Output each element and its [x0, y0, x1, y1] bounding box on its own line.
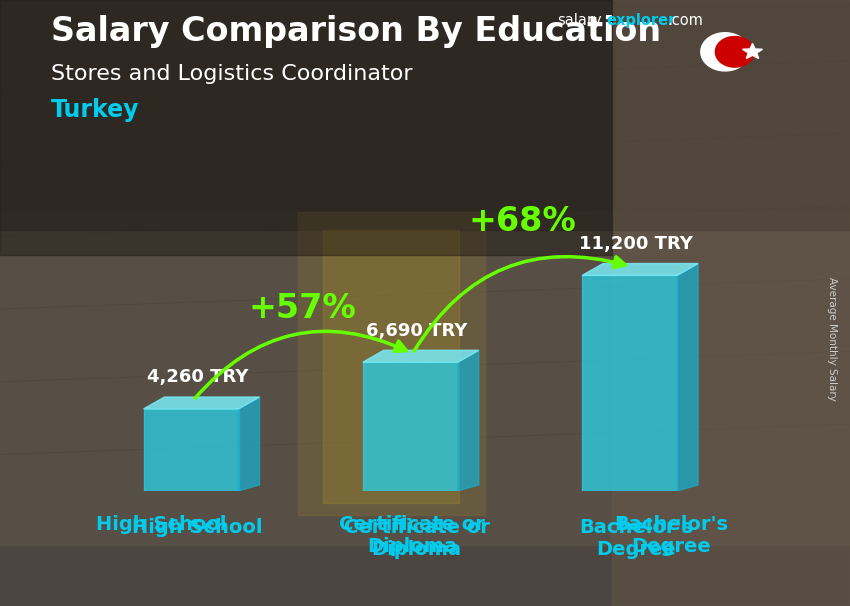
Text: Average Monthly Salary: Average Monthly Salary	[827, 278, 837, 401]
Bar	[0, 0, 612, 255]
Text: 4,260 TRY: 4,260 TRY	[147, 368, 248, 386]
Bar	[323, 230, 459, 503]
Polygon shape	[239, 397, 259, 491]
Bar	[0, 0, 850, 230]
Polygon shape	[743, 44, 762, 59]
Text: Turkey: Turkey	[51, 98, 139, 122]
Polygon shape	[363, 350, 479, 362]
Text: Certificate or
Diploma: Certificate or Diploma	[339, 515, 485, 556]
Text: Stores and Logistics Coordinator: Stores and Logistics Coordinator	[51, 64, 412, 84]
Bar	[298, 212, 484, 515]
Text: High School: High School	[96, 515, 227, 534]
Polygon shape	[582, 275, 677, 491]
Text: 11,200 TRY: 11,200 TRY	[579, 235, 693, 253]
Text: +68%: +68%	[468, 205, 576, 238]
Text: Bachelor's
Degree: Bachelor's Degree	[615, 515, 728, 556]
Text: Salary Comparison By Education: Salary Comparison By Education	[51, 15, 661, 48]
Text: 6,690 TRY: 6,690 TRY	[366, 322, 468, 339]
Text: explorer: explorer	[606, 13, 676, 28]
Text: .com: .com	[667, 13, 703, 28]
Bar	[0, 212, 850, 545]
Polygon shape	[458, 350, 479, 491]
Polygon shape	[701, 33, 749, 71]
Polygon shape	[144, 409, 239, 491]
Polygon shape	[363, 362, 458, 491]
Text: Certificate or
Diploma: Certificate or Diploma	[343, 518, 490, 559]
Text: Bachelor's
Degree: Bachelor's Degree	[579, 518, 693, 559]
Polygon shape	[582, 264, 698, 275]
Polygon shape	[716, 36, 754, 67]
Polygon shape	[144, 397, 259, 409]
Text: +57%: +57%	[249, 292, 357, 325]
Text: salary: salary	[557, 13, 601, 28]
Text: High School: High School	[132, 518, 263, 537]
Polygon shape	[677, 264, 698, 491]
Bar	[612, 0, 850, 606]
